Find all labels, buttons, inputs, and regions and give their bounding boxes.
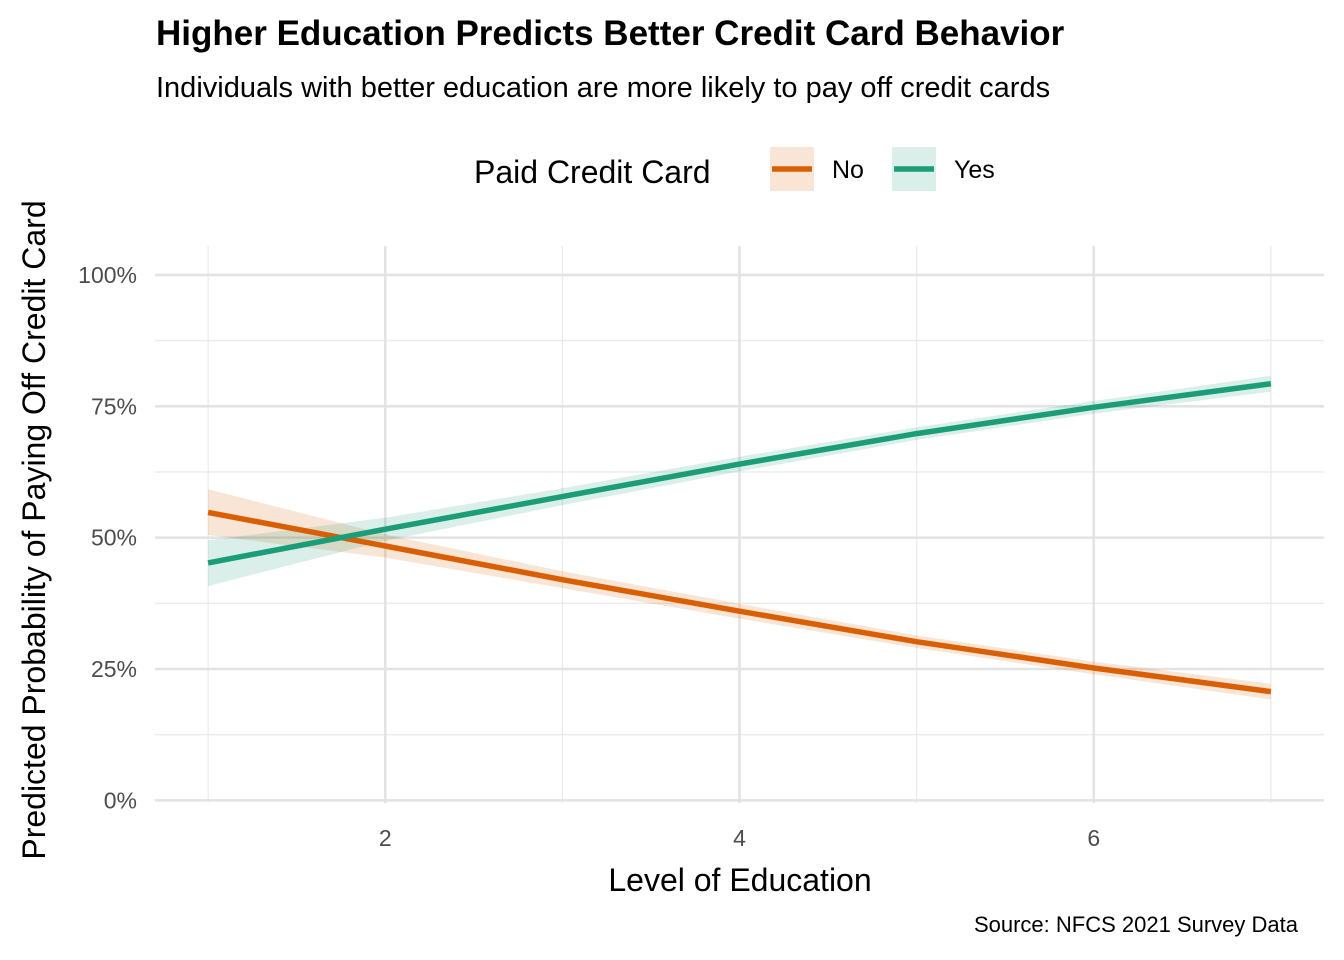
y-tick-label: 75% (91, 393, 137, 419)
series-line-no (207, 509, 1272, 695)
grid (155, 246, 1324, 803)
series-lines (207, 380, 1272, 695)
chart-title: Higher Education Predicts Better Credit … (156, 14, 1065, 53)
legend-item-no: No (770, 147, 864, 191)
legend-item-yes: Yes (892, 147, 995, 191)
y-axis-ticks: 0% 25% 50% 75% 100% (78, 262, 137, 813)
y-tick-label: 0% (104, 787, 137, 813)
x-axis-title: Level of Education (608, 862, 871, 898)
x-tick-label: 4 (733, 825, 746, 851)
x-tick-label: 6 (1087, 825, 1100, 851)
legend: Paid Credit Card No Yes (474, 147, 995, 191)
y-axis-title: Predicted Probability of Paying Off Cred… (16, 200, 52, 859)
x-axis-ticks: 2 4 6 (379, 825, 1100, 851)
y-tick-label: 100% (78, 262, 137, 288)
x-tick-label: 2 (379, 825, 392, 851)
y-tick-label: 50% (91, 525, 137, 551)
chart-caption: Source: NFCS 2021 Survey Data (973, 912, 1298, 937)
y-tick-label: 25% (91, 656, 137, 682)
chart-subtitle: Individuals with better education are mo… (156, 72, 1051, 104)
legend-title: Paid Credit Card (474, 154, 711, 190)
series-line-yes (207, 380, 1272, 566)
legend-label-yes: Yes (954, 156, 995, 184)
legend-label-no: No (832, 156, 864, 184)
